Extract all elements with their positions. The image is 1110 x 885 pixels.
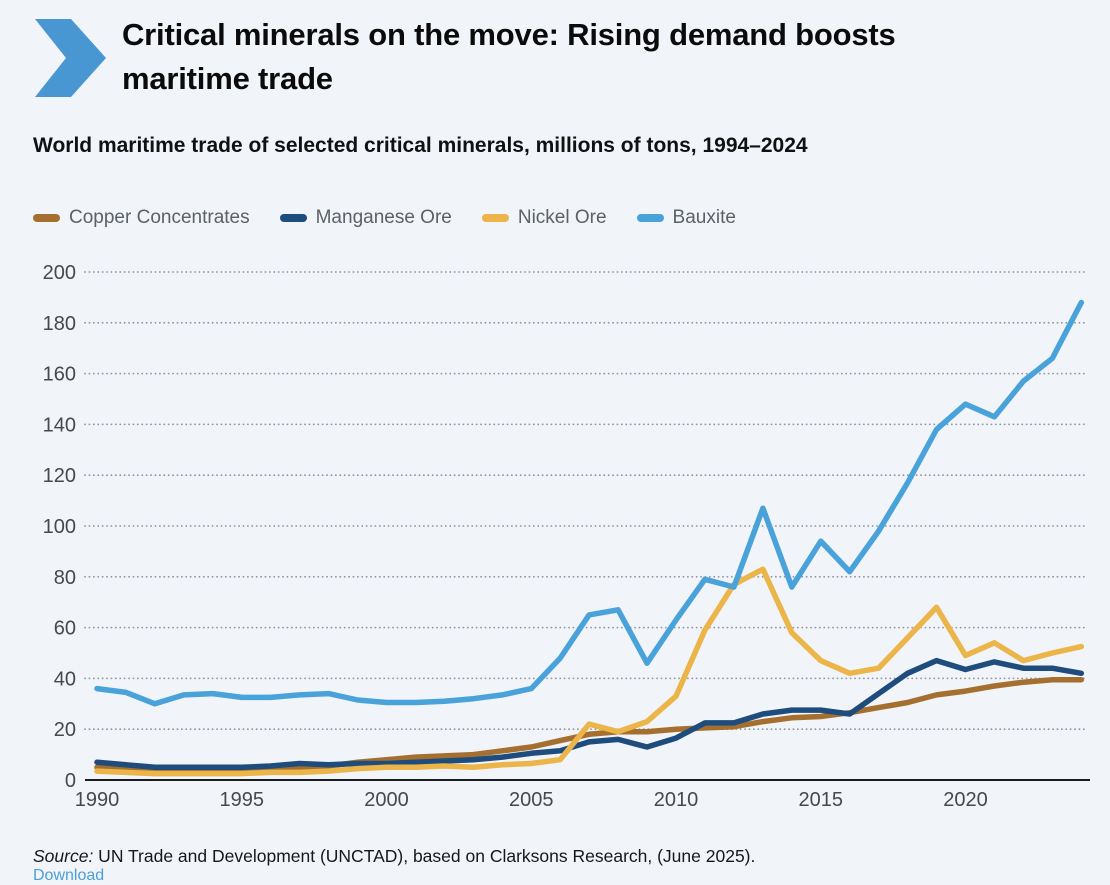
download-link[interactable]: Download [33, 867, 105, 884]
legend-swatch [636, 214, 664, 222]
y-tick-label-180: 180 [43, 313, 76, 335]
source-label: Source: [33, 846, 94, 866]
legend-item-copper-concentrates[interactable]: Copper Concentrates [33, 207, 250, 229]
x-tick-label-1990: 1990 [75, 789, 120, 811]
y-tick-label-140: 140 [43, 414, 76, 436]
y-tick-label-20: 20 [54, 719, 76, 741]
page-title-line2: maritime trade [122, 61, 333, 96]
x-tick-label-2000: 2000 [364, 789, 409, 811]
x-tick-label-2010: 2010 [654, 789, 699, 811]
page-title: Critical minerals on the move: Rising de… [122, 13, 1082, 101]
chevron-shape [35, 19, 106, 97]
legend-item-manganese-ore[interactable]: Manganese Ore [279, 207, 452, 229]
x-tick-label-2015: 2015 [799, 789, 844, 811]
legend-label: Nickel Ore [517, 207, 607, 228]
x-tick-label-1995: 1995 [220, 789, 265, 811]
y-tick-label-100: 100 [43, 516, 76, 538]
y-tick-label-80: 80 [54, 567, 76, 589]
legend-swatch [279, 214, 307, 222]
y-tick-label-160: 160 [43, 364, 76, 386]
y-tick-label-120: 120 [43, 465, 76, 487]
source-text: UN Trade and Development (UNCTAD), based… [93, 846, 756, 866]
series-line-manganese-ore[interactable] [94, 657, 1085, 771]
chart-svg[interactable]: 0 20 40 60 80 100 120 140 160 180 200 1990 1995 2000 2… [0, 248, 1110, 818]
chart-legend: Copper Concentrates Manganese Ore Nickel O… [33, 207, 736, 229]
legend-label: Copper Concentrates [69, 207, 250, 228]
y-tick-label-40: 40 [54, 668, 76, 690]
y-tick-label-200: 200 [43, 262, 76, 284]
legend-swatch [481, 214, 509, 222]
y-tick-label-60: 60 [54, 618, 76, 640]
legend-item-bauxite[interactable]: Bauxite [636, 207, 736, 229]
page-title-line1: Critical minerals on the move: Rising de… [122, 17, 896, 52]
legend-label: Manganese Ore [315, 207, 452, 228]
legend-label: Bauxite [672, 207, 736, 228]
source-note: Source: UN Trade and Development (UNCTAD… [33, 846, 755, 867]
y-tick-label-0: 0 [65, 770, 76, 792]
legend-item-nickel-ore[interactable]: Nickel Ore [481, 207, 607, 229]
series-line-bauxite[interactable] [94, 299, 1085, 707]
x-tick-label-2005: 2005 [509, 789, 554, 811]
x-tick-label-2020: 2020 [943, 789, 988, 811]
series-line-nickel-ore[interactable] [94, 566, 1085, 777]
legend-swatch [33, 214, 60, 222]
chart-area[interactable]: 0 20 40 60 80 100 120 140 160 180 200 1990 1995 2000 2… [0, 248, 1110, 818]
unctad-chevron-icon [35, 19, 106, 97]
chart-subtitle: World maritime trade of selected critica… [33, 134, 808, 157]
